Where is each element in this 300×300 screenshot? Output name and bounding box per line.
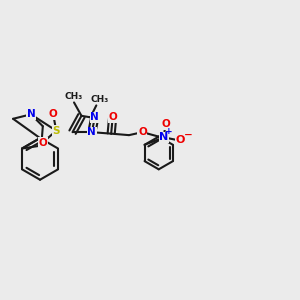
- Text: CH₃: CH₃: [90, 95, 108, 104]
- Text: S: S: [52, 126, 60, 136]
- Text: N: N: [27, 109, 35, 119]
- Text: O: O: [49, 109, 58, 119]
- Text: O: O: [161, 119, 170, 129]
- Text: O: O: [38, 138, 47, 148]
- Text: N: N: [88, 127, 96, 137]
- Text: CH₃: CH₃: [65, 92, 83, 101]
- Text: O: O: [108, 112, 117, 122]
- Text: −: −: [184, 129, 193, 140]
- Text: O: O: [176, 135, 185, 145]
- Text: N: N: [91, 112, 99, 122]
- Text: O: O: [138, 127, 147, 137]
- Text: N: N: [159, 132, 169, 142]
- Text: +: +: [165, 127, 173, 136]
